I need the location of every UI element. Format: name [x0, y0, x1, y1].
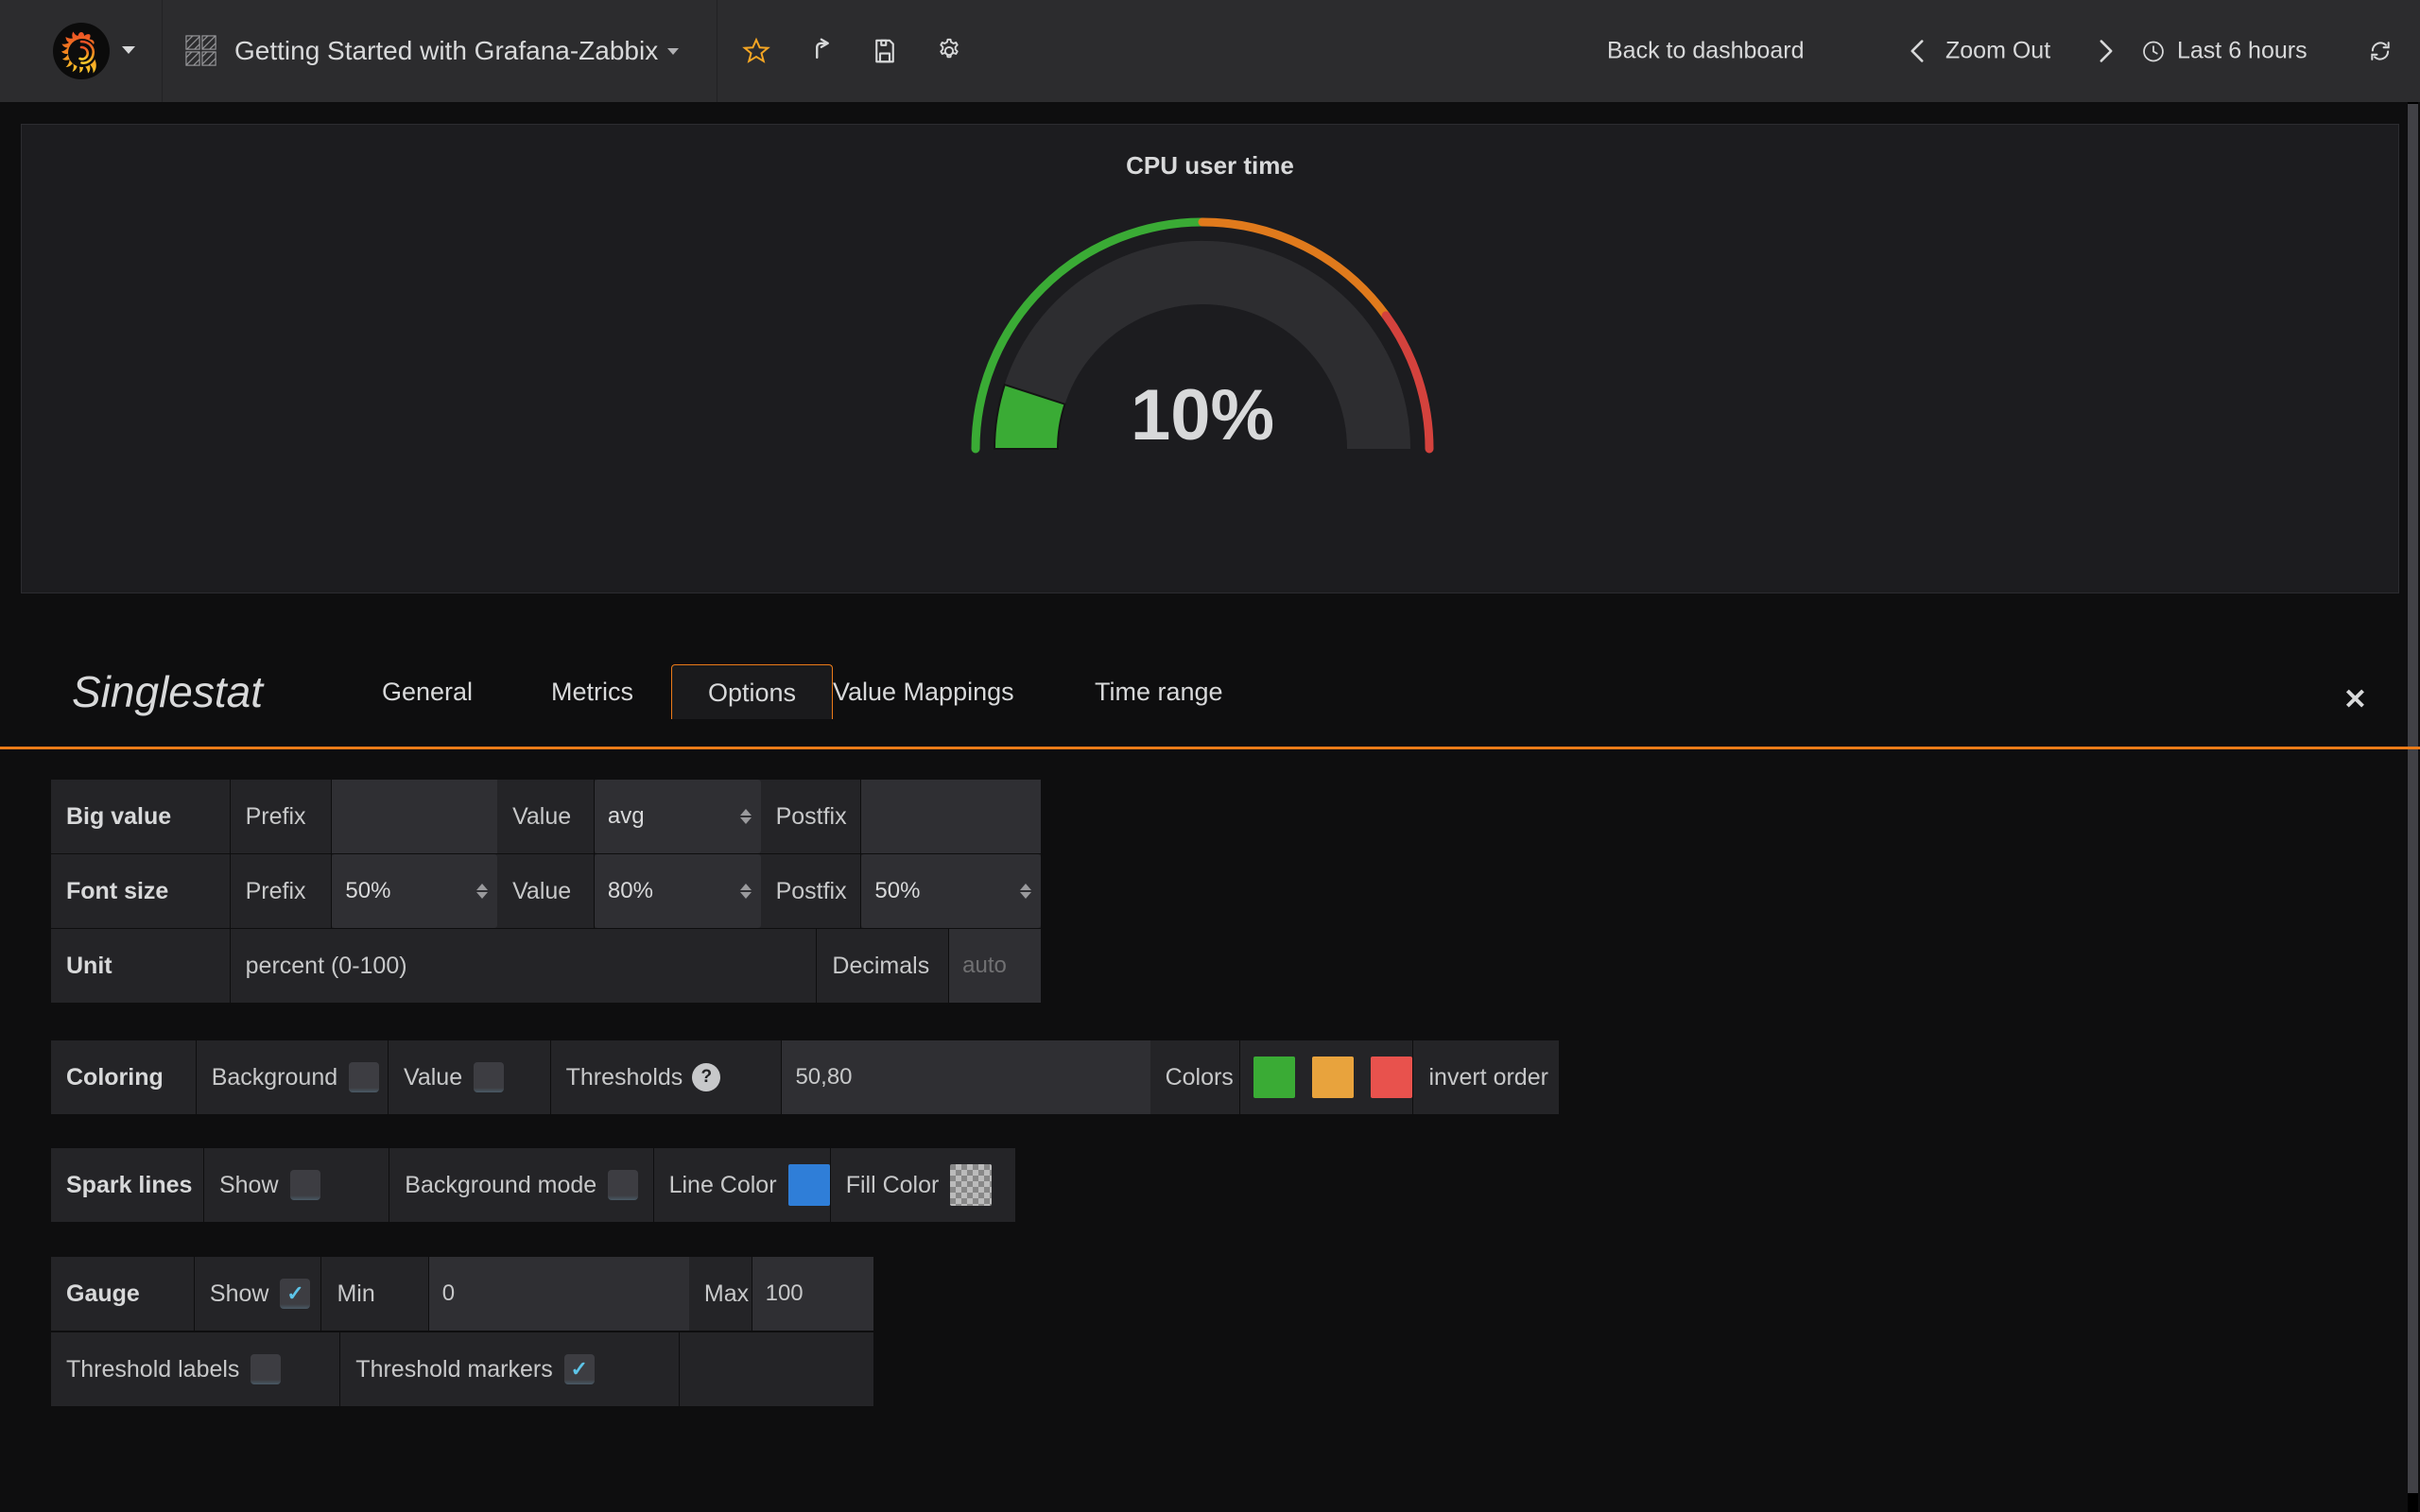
svg-text:10%: 10% — [1131, 375, 1274, 455]
